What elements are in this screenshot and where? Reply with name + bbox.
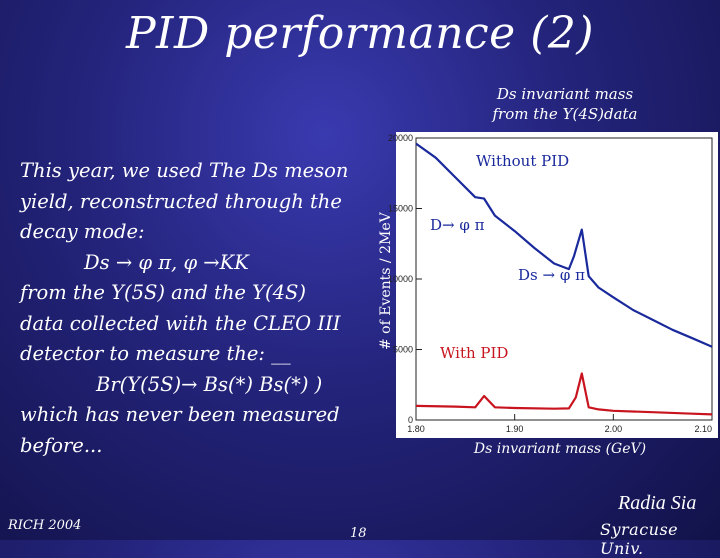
caption-line-2: from the Y(4S)data <box>492 105 638 123</box>
page-number: 18 <box>350 526 367 541</box>
plot-background <box>396 132 718 438</box>
annotation-d-peak: D→ φ π <box>430 216 485 234</box>
y-tick-label: 15000 <box>388 204 413 214</box>
slide-title: PID performance (2) <box>125 8 595 59</box>
x-tick-label: 1.80 <box>407 424 425 434</box>
author-name: Radia Sia <box>618 492 697 514</box>
annotation-without-pid: Without PID <box>476 152 569 170</box>
author-affiliation: Syracuse Univ. <box>600 520 679 558</box>
series-with-pid <box>415 372 713 416</box>
y-axis-label: # of Events / 2MeV <box>378 211 394 350</box>
x-tick-label: 2.00 <box>605 424 623 434</box>
footer-conference: RICH 2004 <box>8 518 82 533</box>
body-line-6: data collected with the CLEO III <box>20 311 341 335</box>
body-line-4: Ds → φ π, φ →KK <box>84 250 249 274</box>
annotation-ds-peak: Ds → φ π <box>518 266 585 284</box>
x-axis-label: Ds invariant mass (GeV) <box>473 441 646 457</box>
annotation-with-pid: With PID <box>440 344 508 362</box>
body-text: This year, we used The Ds meson yield, r… <box>20 156 360 461</box>
body-line-5: from the Y(5S) and the Y(4S) <box>20 281 307 304</box>
body-line-3: decay mode: <box>20 220 145 243</box>
caption-line-1: Ds invariant mass <box>496 85 634 103</box>
y-tick-label: 0 <box>408 415 413 425</box>
y-tick-label: 20000 <box>388 133 413 143</box>
body-line-2: yield, reconstructed through the <box>20 189 342 213</box>
series-without-pid <box>415 142 713 348</box>
body-line-8: Br(Y(5S)→ Bs(*) Bs(*) ) <box>96 372 323 396</box>
body-line-7: detector to measure the: __ <box>20 342 291 365</box>
x-tick-label: 1.90 <box>506 424 524 434</box>
mass-plot-svg: 1.80 1.90 2.00 2.10 0 5000 10000 15000 20000 # o… <box>378 132 718 457</box>
body-line-1: This year, we used The Ds meson <box>20 159 349 182</box>
body-line-10: before... <box>20 433 103 457</box>
top-caption: Ds invariant mass from the Y(4S)data <box>470 84 660 124</box>
body-line-9: which has never been measured <box>20 403 340 426</box>
y-tick-label: 10000 <box>388 274 413 284</box>
mass-plot: 1.80 1.90 2.00 2.10 0 5000 10000 15000 20000 # o… <box>360 130 720 460</box>
y-tick-label: 5000 <box>393 345 413 355</box>
x-tick-label: 2.10 <box>694 424 712 434</box>
